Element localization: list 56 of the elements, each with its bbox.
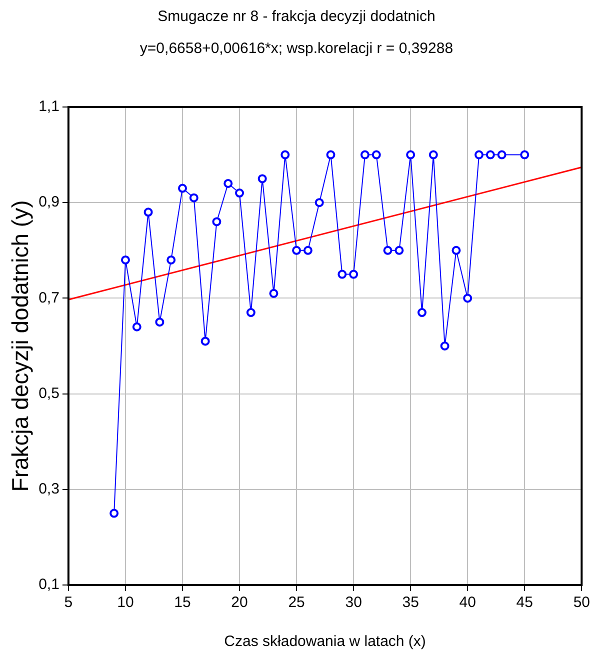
point <box>417 308 426 318</box>
point <box>463 294 472 303</box>
y-tick-label: 0,1 <box>38 576 60 594</box>
point <box>280 150 290 160</box>
point <box>258 174 267 184</box>
point <box>132 322 142 332</box>
x-tick-label: 30 <box>345 594 362 612</box>
point <box>303 246 312 255</box>
point <box>474 150 484 160</box>
point <box>292 246 302 255</box>
x-tick-label: 40 <box>459 594 476 612</box>
point <box>178 184 187 193</box>
chart-title: Smugacze nr 8 - frakcja decyzji dodatnich <box>156 8 436 25</box>
x-axis-title: Czas składowania w latach (x) <box>224 633 426 650</box>
point <box>189 193 198 202</box>
point <box>166 255 176 264</box>
point <box>120 255 130 264</box>
point <box>326 150 336 160</box>
point <box>200 336 210 346</box>
x-tick-label: 15 <box>174 594 191 612</box>
y-tick-label: 0,7 <box>38 289 60 306</box>
point <box>452 246 461 255</box>
point <box>372 150 381 160</box>
chart-subtitle: y=0,6658+0,00616*x; wsp.korelacji r = 0,39288 <box>138 40 454 57</box>
x-tick-label: 10 <box>117 594 134 612</box>
y-tick-label: 1,1 <box>38 98 60 116</box>
y-tick-label: 0,9 <box>38 194 60 211</box>
point <box>269 288 278 298</box>
y-tick-label: 0,5 <box>38 384 60 402</box>
point <box>428 150 438 160</box>
point <box>110 508 119 518</box>
x-tick-label: 5 <box>64 594 73 612</box>
x-tick-label: 50 <box>573 594 590 612</box>
point <box>338 270 347 279</box>
point <box>440 342 450 350</box>
x-tick-label: 20 <box>231 594 248 612</box>
point <box>360 150 370 160</box>
point <box>212 217 222 226</box>
x-tick-label: 45 <box>516 594 533 612</box>
point <box>235 188 244 198</box>
point <box>520 150 530 160</box>
point <box>349 270 358 279</box>
point <box>394 246 404 255</box>
point <box>406 150 416 160</box>
point <box>383 246 392 255</box>
point <box>314 198 324 208</box>
point <box>144 208 153 217</box>
x-tick-label: 35 <box>402 594 419 612</box>
x-tick-label: 25 <box>288 594 305 612</box>
y-axis-title: Frakcja decyzji dodatnich (y) <box>7 200 34 492</box>
y-tick-label: 0,3 <box>38 480 60 498</box>
point <box>224 178 233 188</box>
point <box>246 308 256 318</box>
point <box>155 318 164 327</box>
point <box>497 150 506 160</box>
point <box>486 150 495 160</box>
